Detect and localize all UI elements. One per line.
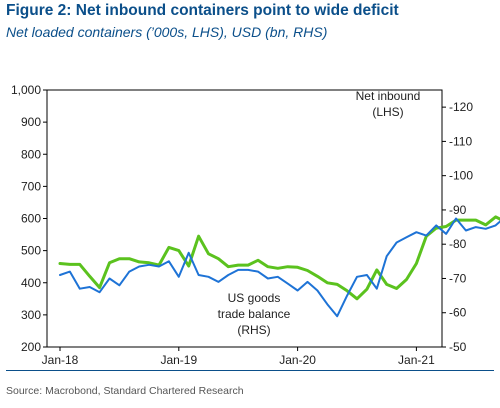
right-axis-tick-label: -120 (449, 100, 473, 114)
left-axis-tick-label: 500 (21, 244, 41, 258)
left-axis-tick-label: 600 (21, 212, 41, 226)
left-axis-tick-label: 300 (21, 308, 41, 322)
right-axis-tick-label: -110 (449, 134, 472, 148)
right-axis-tick-label: -70 (449, 271, 467, 285)
x-axis-tick-label: Jan-20 (279, 353, 316, 367)
right-axis-tick-label: -90 (449, 203, 467, 217)
trade-balance-annotation: US goods trade balance (RHS) (218, 291, 291, 337)
right-axis-tick-label: -100 (449, 169, 473, 183)
chart-subtitle: Net loaded containers (’000s, LHS), USD … (6, 24, 328, 40)
right-axis-tick-label: -50 (449, 340, 467, 354)
chart-title: Figure 2: Net inbound containers point t… (6, 2, 399, 19)
net-inbound-series-line (58, 215, 500, 301)
left-axis-tick-label: 900 (21, 115, 41, 129)
left-axis-tick-label: 800 (21, 147, 41, 161)
left-axis-tick-label: 700 (21, 179, 41, 193)
left-axis-tick-label: 200 (21, 340, 41, 354)
trade-balance-series-line (59, 217, 500, 318)
x-axis-tick-label: Jan-18 (42, 353, 79, 367)
right-axis-tick-label: -60 (449, 306, 467, 320)
source-note: Source: Macrobond, Standard Chartered Re… (6, 385, 244, 397)
right-axis-tick-label: -80 (449, 237, 467, 251)
x-axis-tick-label: Jan-21 (398, 353, 435, 367)
left-axis-tick-label: 400 (21, 276, 41, 290)
footer-divider (6, 370, 494, 371)
left-axis-tick-label: 1,000 (11, 83, 41, 97)
net-inbound-annotation: Net inbound (LHS) (356, 89, 421, 119)
x-axis-tick-label: Jan-19 (160, 353, 197, 367)
